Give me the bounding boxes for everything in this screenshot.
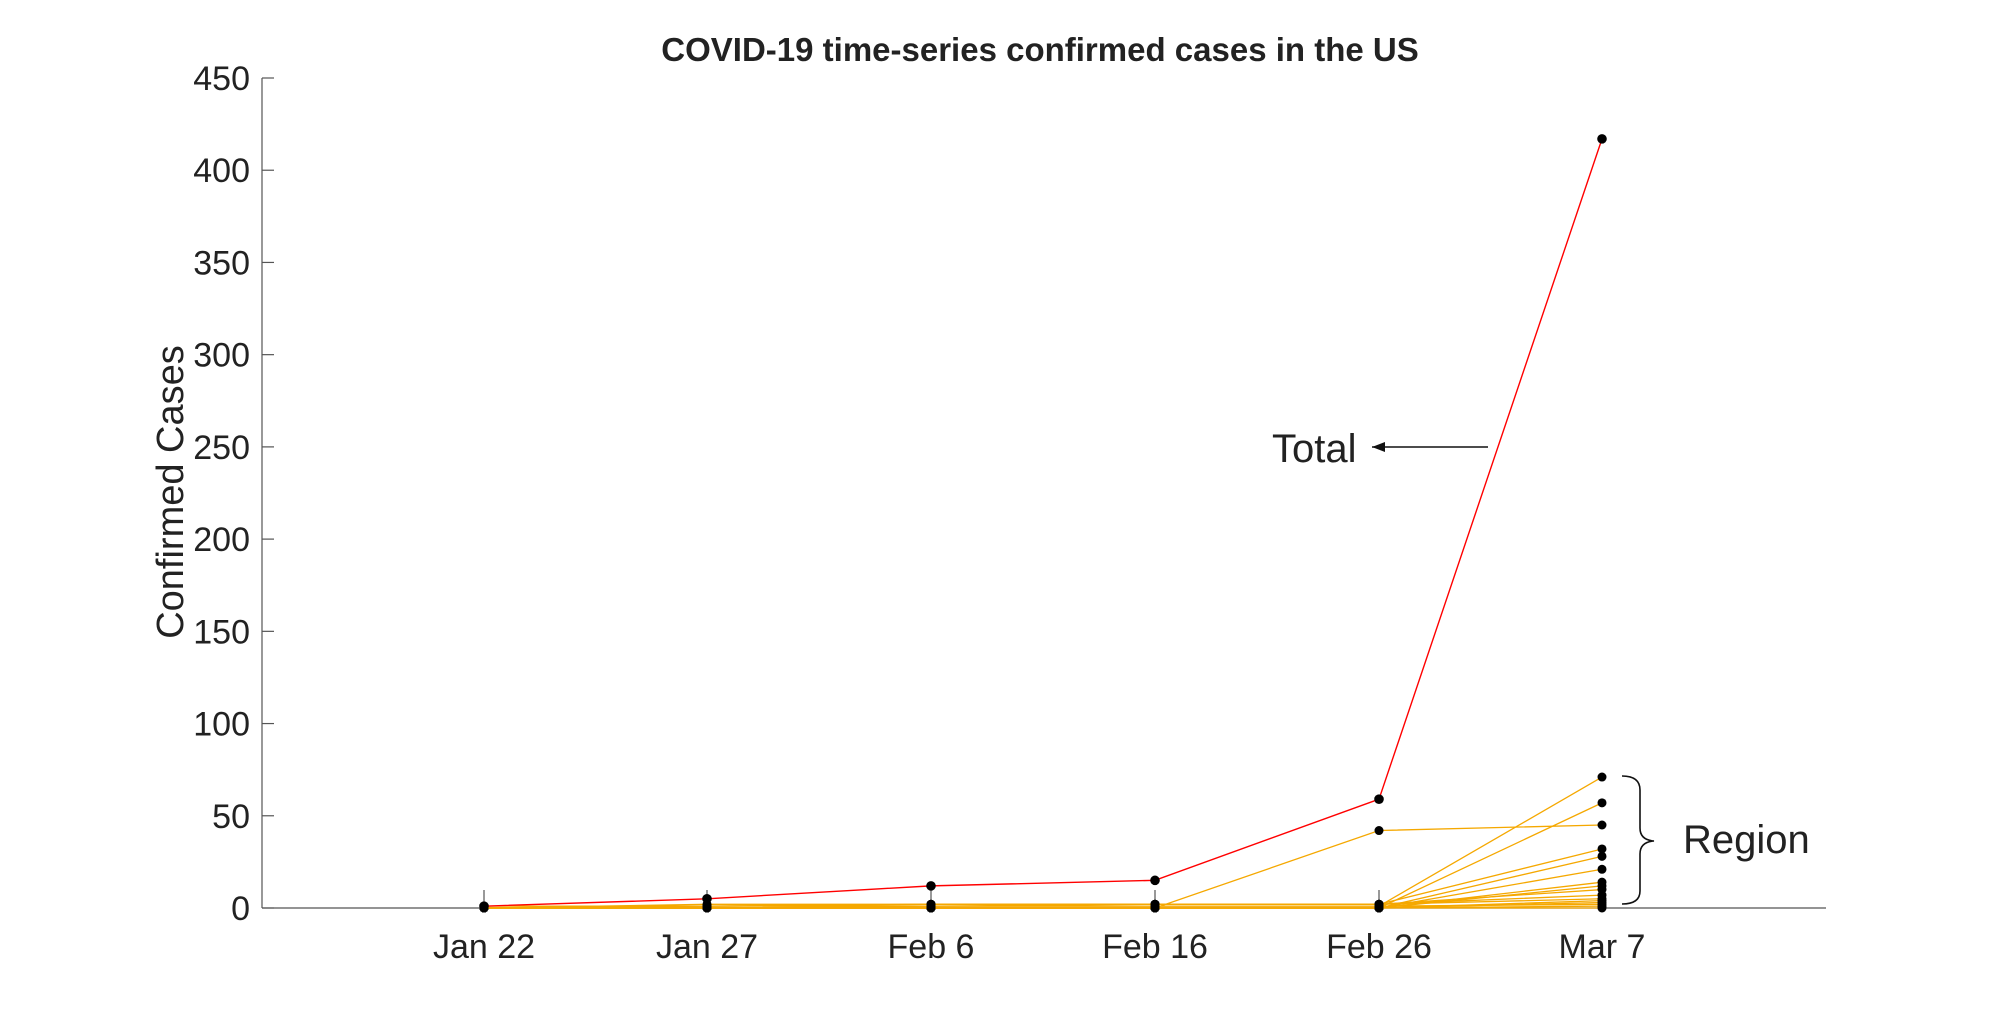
y-tick-label: 100 bbox=[193, 706, 250, 744]
y-axis-label: Confirmed Cases bbox=[150, 345, 192, 639]
region-data-point bbox=[1150, 903, 1160, 913]
region-data-point bbox=[1374, 826, 1384, 836]
x-tick-label: Feb 26 bbox=[1326, 928, 1432, 966]
region-brace bbox=[1621, 775, 1655, 905]
chart-title: COVID-19 time-series confirmed cases in … bbox=[661, 31, 1418, 68]
x-tick-label: Mar 7 bbox=[1559, 928, 1646, 966]
total-annotation-label: Total bbox=[1272, 427, 1357, 471]
x-tick-label: Jan 27 bbox=[656, 928, 758, 966]
y-tick-label: 150 bbox=[193, 613, 250, 651]
axes: 0 50 100 150 200 250 300 350 400 450 Jan 22 Jan 27 F… bbox=[193, 60, 1826, 966]
region-data-point bbox=[1597, 851, 1607, 861]
region-series-line bbox=[484, 802, 1603, 909]
region-annotation-label: Region bbox=[1683, 818, 1810, 862]
y-tick-label: 250 bbox=[193, 429, 250, 467]
total-data-point bbox=[926, 881, 936, 891]
total-data-point bbox=[479, 901, 489, 911]
y-tick-label: 50 bbox=[212, 798, 250, 836]
total-annotation: Total bbox=[1272, 427, 1488, 471]
region-series-line bbox=[484, 776, 1603, 907]
y-tick-label: 400 bbox=[193, 152, 250, 190]
y-tick-label: 350 bbox=[193, 244, 250, 282]
region-data-point bbox=[1597, 903, 1607, 913]
region-data-point bbox=[1597, 772, 1607, 782]
total-data-point bbox=[1374, 794, 1384, 804]
x-tick-label: Feb 6 bbox=[888, 928, 975, 966]
total-data-point bbox=[1597, 134, 1607, 144]
region-annotation: Region bbox=[1621, 775, 1810, 905]
total-data-point bbox=[1150, 875, 1160, 886]
region-data-point bbox=[1597, 844, 1607, 854]
region-data-point bbox=[702, 903, 712, 913]
region-data-point bbox=[926, 903, 936, 913]
region-series-group bbox=[483, 776, 1603, 909]
y-tick-label: 200 bbox=[193, 521, 250, 559]
x-tick-label: Feb 16 bbox=[1102, 928, 1208, 966]
region-data-point bbox=[1374, 903, 1384, 913]
region-data-point bbox=[1597, 798, 1607, 808]
data-points-group bbox=[479, 134, 1607, 913]
total-series-line bbox=[483, 138, 1603, 907]
region-data-point bbox=[1597, 864, 1607, 874]
x-tick-label: Jan 22 bbox=[433, 928, 535, 966]
total-annotation-arrowhead bbox=[1372, 442, 1385, 452]
total-series-group bbox=[483, 138, 1603, 907]
total-data-point bbox=[702, 893, 712, 904]
region-series-line bbox=[483, 848, 1603, 909]
y-tick-label: 450 bbox=[193, 60, 250, 98]
y-tick-label: 0 bbox=[231, 890, 250, 928]
y-tick-label: 300 bbox=[193, 337, 250, 375]
region-data-point bbox=[1597, 820, 1607, 830]
